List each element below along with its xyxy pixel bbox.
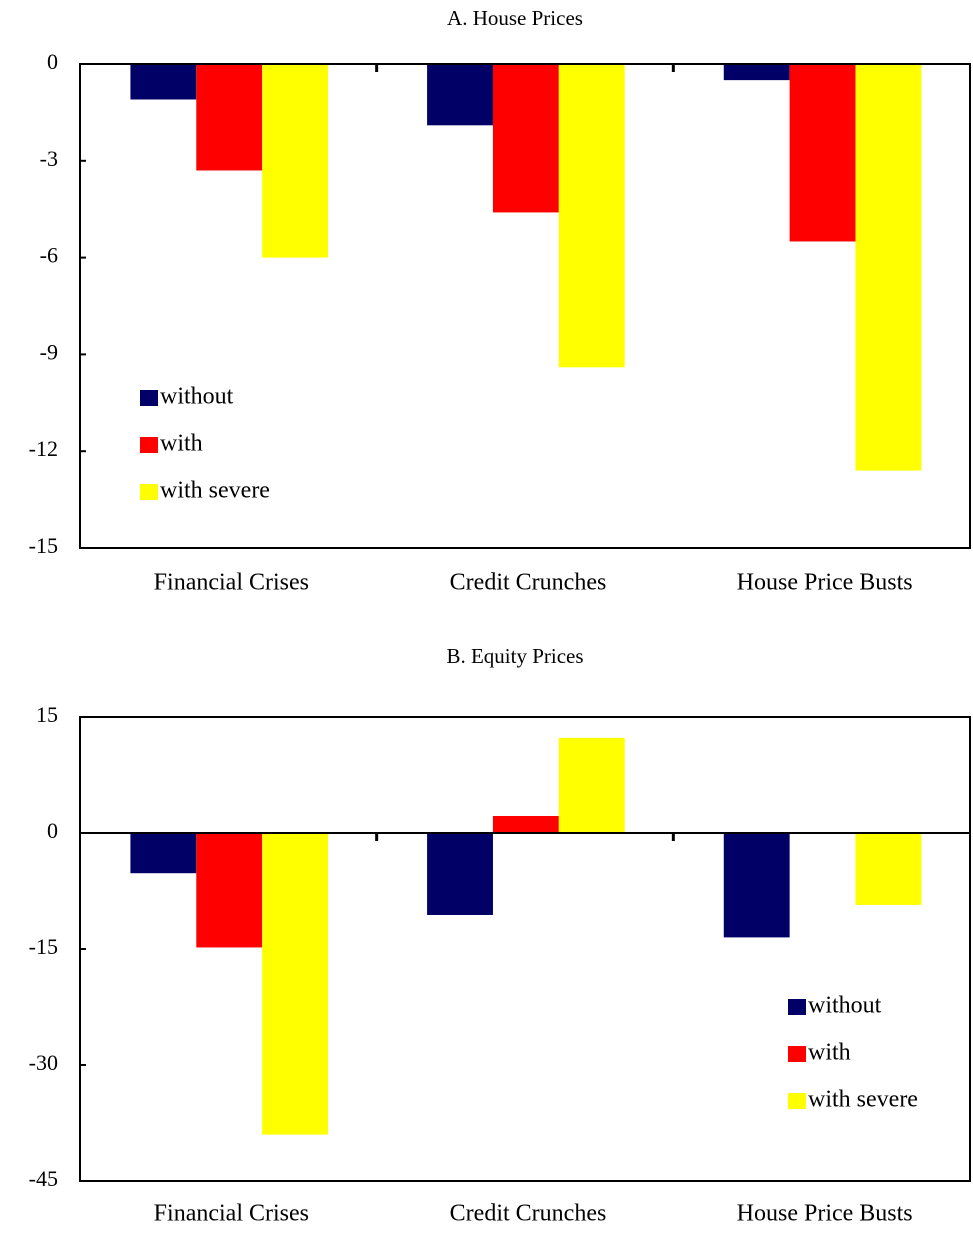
bar <box>855 833 922 905</box>
y-tick-label: -15 <box>29 533 58 558</box>
bar <box>130 64 197 100</box>
y-tick-label: -9 <box>40 339 58 364</box>
bar <box>723 833 790 938</box>
bar <box>492 64 559 213</box>
y-tick-label: 0 <box>47 818 58 843</box>
bar <box>196 64 263 171</box>
legend-swatch <box>140 484 158 500</box>
x-tick-label: Financial Crises <box>154 570 309 596</box>
x-tick-label: Financial Crises <box>154 1201 309 1227</box>
legend-swatch <box>140 437 158 453</box>
bar <box>196 833 263 948</box>
legend-label: with severe <box>160 478 270 504</box>
bar <box>427 833 493 915</box>
x-tick-label: Credit Crunches <box>450 1201 607 1227</box>
bar <box>723 64 790 81</box>
bar <box>558 737 625 833</box>
y-tick-label: -45 <box>29 1166 58 1191</box>
bar <box>130 833 197 874</box>
x-tick-label: House Price Busts <box>737 1201 913 1227</box>
bar <box>262 833 329 1135</box>
y-tick-label: -12 <box>29 436 58 461</box>
bar <box>855 64 922 471</box>
bar <box>427 64 493 126</box>
legend-swatch <box>788 1093 806 1109</box>
bar <box>558 64 625 368</box>
chart-title: B. Equity Prices <box>446 644 583 668</box>
bar <box>262 64 329 258</box>
bar <box>492 815 559 833</box>
plot-frame <box>79 716 971 1182</box>
y-tick-label: -30 <box>29 1050 58 1075</box>
y-tick-label: 15 <box>36 702 58 727</box>
x-tick-label: House Price Busts <box>737 570 913 596</box>
legend-label: with <box>160 431 203 457</box>
legend-label: with <box>808 1040 851 1066</box>
y-tick-label: 0 <box>47 49 58 74</box>
legend-swatch <box>140 390 158 406</box>
legend-label: without <box>160 384 234 410</box>
y-tick-label: -3 <box>40 146 58 171</box>
legend-label: with severe <box>808 1087 918 1113</box>
y-tick-label: -15 <box>29 934 58 959</box>
legend-swatch <box>788 1046 806 1062</box>
bar <box>789 64 856 242</box>
legend-label: without <box>808 993 882 1019</box>
legend-swatch <box>788 999 806 1015</box>
chart-title: A. House Prices <box>447 6 583 30</box>
y-tick-label: -6 <box>40 243 58 268</box>
x-tick-label: Credit Crunches <box>450 570 607 596</box>
